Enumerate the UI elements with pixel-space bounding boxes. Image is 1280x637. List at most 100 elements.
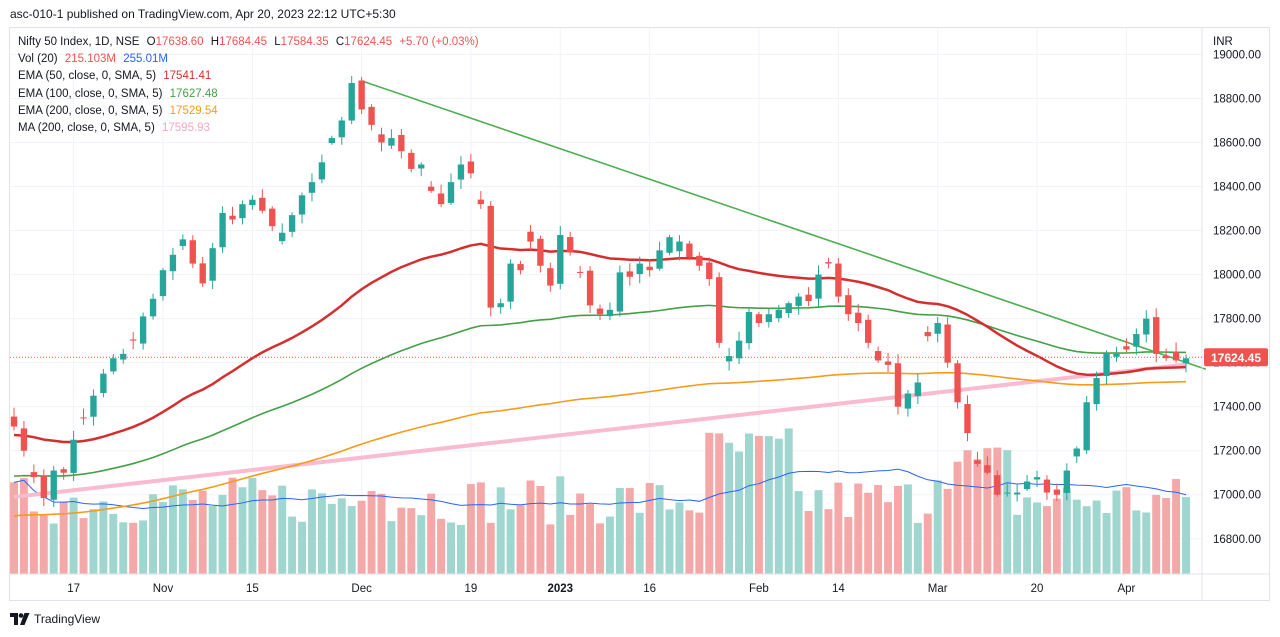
volume-bar — [1142, 512, 1151, 574]
volume-bar — [516, 505, 525, 574]
candle-body — [805, 294, 812, 301]
volume-bar — [526, 480, 535, 574]
volume-bar — [923, 513, 932, 574]
candle-body — [894, 363, 902, 407]
volume-bar — [228, 477, 237, 574]
last-price-badge — [1204, 348, 1268, 367]
ema200-label: EMA (200, close, 0, SMA, 5) — [18, 104, 163, 117]
candle-body — [1013, 492, 1021, 495]
candle-body — [189, 240, 196, 264]
candle-body — [934, 323, 941, 334]
candle-body — [676, 241, 683, 252]
candle-body — [616, 272, 624, 312]
publish-info: asc-010-1 published on TradingView.com, … — [10, 7, 396, 21]
candle-body — [139, 316, 147, 344]
candle-body — [1053, 489, 1061, 495]
ema50-value: 17541.41 — [163, 70, 212, 83]
volume-bar — [973, 459, 982, 574]
y-tick-label: 18000.00 — [1213, 270, 1261, 282]
volume-bar — [953, 461, 962, 574]
legend-ema200-row[interactable]: EMA (200, close, 0, SMA, 5) 17529.54 — [18, 103, 483, 120]
candle-body — [378, 134, 385, 143]
candle-body — [80, 417, 87, 419]
volume-bar — [298, 521, 307, 574]
volume-bar — [1112, 490, 1121, 574]
candle-body — [1023, 481, 1031, 490]
volume-bar — [993, 447, 1002, 574]
candle-body — [1004, 492, 1011, 494]
candle-body — [1133, 334, 1140, 347]
volume-bar — [844, 517, 853, 574]
legend-ema50-row[interactable]: EMA (50, close, 0, SMA, 5) 17541.41 — [18, 68, 483, 85]
volume-bar — [596, 523, 604, 574]
y-tick-label: 17400.00 — [1213, 402, 1261, 414]
candle-body — [825, 262, 832, 264]
candle-body — [1063, 470, 1070, 493]
legend: Nifty 50 Index, 1D, NSE O17638.60 H17684… — [18, 34, 483, 137]
volume-bar — [407, 508, 416, 574]
ema200-value: 17529.54 — [169, 104, 218, 117]
volume-bar — [29, 511, 38, 574]
volume-bar — [1172, 479, 1181, 574]
volume-bar — [218, 494, 227, 574]
volume-bar — [774, 438, 783, 574]
volume-bar — [466, 484, 475, 574]
volume-bar — [1042, 506, 1051, 574]
symbol-title[interactable]: Nifty 50 Index, 1D, NSE — [18, 36, 140, 48]
legend-ma200-row[interactable]: MA (200, close, 0, SMA, 5) 17595.93 — [18, 120, 483, 137]
close-key: C — [335, 36, 345, 48]
candle-body — [70, 439, 77, 473]
candle-body — [497, 303, 504, 308]
candle-body — [1182, 358, 1190, 364]
volume-bar — [963, 450, 972, 574]
ema100-value: 17627.48 — [169, 87, 218, 100]
candle-body — [1093, 378, 1100, 405]
candle-body — [775, 309, 782, 319]
trendline[interactable] — [361, 80, 1207, 371]
candle-body — [110, 358, 117, 372]
y-tick-label: 17000.00 — [1213, 490, 1261, 502]
volume-bar — [804, 511, 813, 574]
volume-value: 215.103M — [64, 53, 116, 66]
volume-bar — [605, 516, 614, 574]
candle-body — [904, 393, 912, 409]
candle-body — [795, 296, 802, 306]
volume-bar — [476, 482, 485, 574]
volume-bar — [1092, 500, 1101, 574]
volume-bar — [357, 500, 366, 574]
tradingview-branding[interactable]: TradingView — [10, 612, 100, 626]
legend-ohlc-row[interactable]: Nifty 50 Index, 1D, NSE O17638.60 H17684… — [18, 34, 483, 51]
candle-body — [964, 404, 971, 434]
volume-bar — [129, 522, 138, 574]
candle-body — [874, 351, 882, 361]
candle-body — [100, 373, 107, 393]
candle-body — [398, 134, 405, 152]
candle-body — [358, 80, 365, 110]
candle-body — [10, 416, 18, 427]
volume-bar — [615, 487, 624, 574]
candle-body — [944, 324, 951, 363]
candle-body — [547, 268, 554, 286]
candle-body — [646, 266, 653, 271]
volume-bar — [337, 498, 346, 574]
legend-volume-row[interactable]: Vol (20) 215.103M 255.01M — [18, 51, 483, 68]
volume-bar — [695, 512, 704, 574]
chart-pane[interactable] — [9, 27, 1270, 601]
volume-bar — [188, 499, 197, 574]
legend-ema100-row[interactable]: EMA (100, close, 0, SMA, 5) 17627.48 — [18, 86, 483, 103]
volume-bar — [1102, 513, 1111, 574]
candle-body — [348, 83, 355, 121]
volume-bar — [1013, 514, 1022, 574]
candle-body — [1153, 317, 1160, 354]
candle-body — [716, 277, 723, 343]
volume-bar — [566, 514, 575, 574]
y-tick-label: 17200.00 — [1213, 446, 1261, 458]
candle-body — [50, 470, 57, 500]
volume-bar — [258, 490, 267, 574]
volume-bar — [1003, 450, 1012, 574]
volume-bar — [913, 522, 922, 574]
candle-body — [507, 263, 514, 302]
candle-body — [209, 248, 216, 281]
x-tick-label: Apr — [1117, 583, 1135, 595]
